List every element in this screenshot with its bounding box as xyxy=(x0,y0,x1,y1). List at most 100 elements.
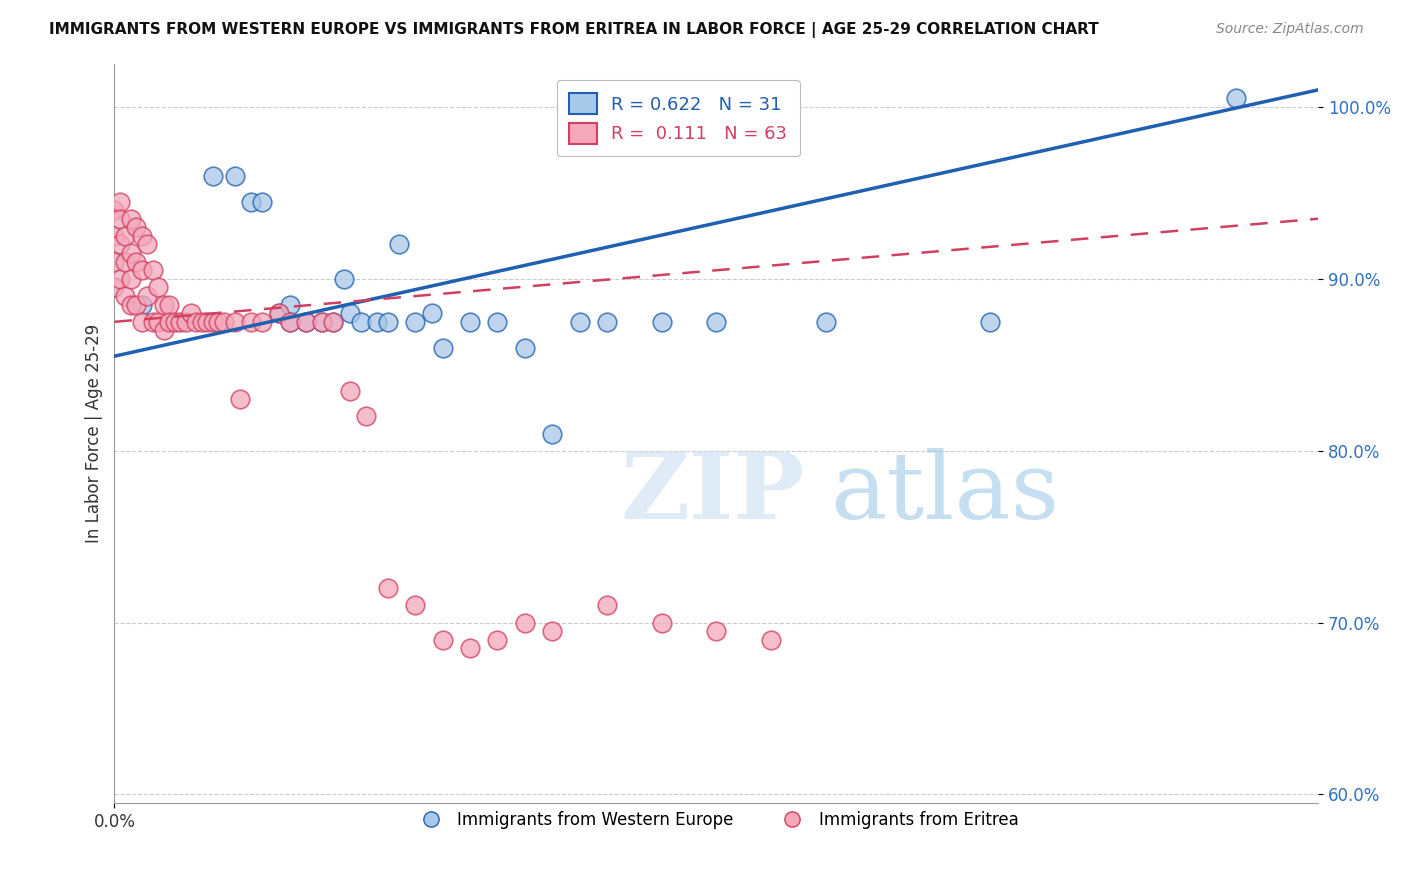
Point xyxy=(125,298,148,312)
Point xyxy=(541,624,564,639)
Point xyxy=(704,315,727,329)
Point xyxy=(432,341,454,355)
Point xyxy=(174,315,197,329)
Point xyxy=(120,272,142,286)
Point xyxy=(114,228,136,243)
Point xyxy=(267,306,290,320)
Point xyxy=(103,228,125,243)
Point xyxy=(125,220,148,235)
Point xyxy=(169,315,191,329)
Point xyxy=(651,615,673,630)
Point xyxy=(541,426,564,441)
Point xyxy=(278,298,301,312)
Point xyxy=(131,263,153,277)
Point xyxy=(596,599,619,613)
Point xyxy=(486,315,509,329)
Point xyxy=(148,315,170,329)
Point xyxy=(201,315,224,329)
Point xyxy=(278,315,301,329)
Point xyxy=(295,315,318,329)
Point xyxy=(136,289,159,303)
Point xyxy=(142,263,165,277)
Point xyxy=(224,169,246,183)
Point xyxy=(224,315,246,329)
Point xyxy=(366,315,388,329)
Point xyxy=(157,298,180,312)
Point xyxy=(108,194,131,209)
Point xyxy=(108,272,131,286)
Point xyxy=(377,581,399,595)
Point xyxy=(333,272,356,286)
Point xyxy=(322,315,344,329)
Point xyxy=(513,615,536,630)
Point xyxy=(432,632,454,647)
Point xyxy=(191,315,214,329)
Text: ZIP: ZIP xyxy=(620,448,804,538)
Point xyxy=(513,341,536,355)
Point xyxy=(339,306,361,320)
Point xyxy=(267,306,290,320)
Point xyxy=(125,254,148,268)
Point xyxy=(240,194,263,209)
Point xyxy=(131,315,153,329)
Point xyxy=(108,237,131,252)
Point xyxy=(404,315,426,329)
Point xyxy=(207,315,229,329)
Point xyxy=(157,315,180,329)
Point xyxy=(311,315,333,329)
Point xyxy=(103,254,125,268)
Point xyxy=(163,315,186,329)
Point xyxy=(229,392,252,406)
Point xyxy=(103,280,125,294)
Point xyxy=(651,315,673,329)
Point xyxy=(388,237,411,252)
Point xyxy=(278,315,301,329)
Point xyxy=(152,323,174,337)
Point xyxy=(131,228,153,243)
Point xyxy=(350,315,373,329)
Point xyxy=(197,315,219,329)
Text: atlas: atlas xyxy=(831,448,1060,538)
Point xyxy=(131,298,153,312)
Point xyxy=(295,315,318,329)
Point xyxy=(1225,91,1247,105)
Point xyxy=(250,194,273,209)
Point xyxy=(114,289,136,303)
Point xyxy=(120,246,142,260)
Point xyxy=(120,211,142,226)
Point xyxy=(404,599,426,613)
Point xyxy=(152,298,174,312)
Point xyxy=(568,315,591,329)
Point xyxy=(250,315,273,329)
Point xyxy=(186,315,208,329)
Point xyxy=(759,632,782,647)
Point xyxy=(212,315,235,329)
Text: Source: ZipAtlas.com: Source: ZipAtlas.com xyxy=(1216,22,1364,37)
Point xyxy=(596,315,619,329)
Point xyxy=(148,280,170,294)
Point xyxy=(311,315,333,329)
Point xyxy=(979,315,1001,329)
Point xyxy=(486,632,509,647)
Point xyxy=(704,624,727,639)
Point xyxy=(114,254,136,268)
Point xyxy=(240,315,263,329)
Point xyxy=(322,315,344,329)
Point xyxy=(377,315,399,329)
Y-axis label: In Labor Force | Age 25-29: In Labor Force | Age 25-29 xyxy=(86,324,103,543)
Point xyxy=(339,384,361,398)
Point xyxy=(814,315,837,329)
Point xyxy=(458,315,481,329)
Point xyxy=(420,306,443,320)
Point xyxy=(458,641,481,656)
Point xyxy=(120,298,142,312)
Point xyxy=(180,306,202,320)
Point xyxy=(136,237,159,252)
Text: IMMIGRANTS FROM WESTERN EUROPE VS IMMIGRANTS FROM ERITREA IN LABOR FORCE | AGE 2: IMMIGRANTS FROM WESTERN EUROPE VS IMMIGR… xyxy=(49,22,1099,38)
Legend: Immigrants from Western Europe, Immigrants from Eritrea: Immigrants from Western Europe, Immigran… xyxy=(408,804,1025,835)
Point xyxy=(103,203,125,218)
Point xyxy=(108,211,131,226)
Point xyxy=(142,315,165,329)
Point xyxy=(354,409,377,424)
Point xyxy=(201,169,224,183)
